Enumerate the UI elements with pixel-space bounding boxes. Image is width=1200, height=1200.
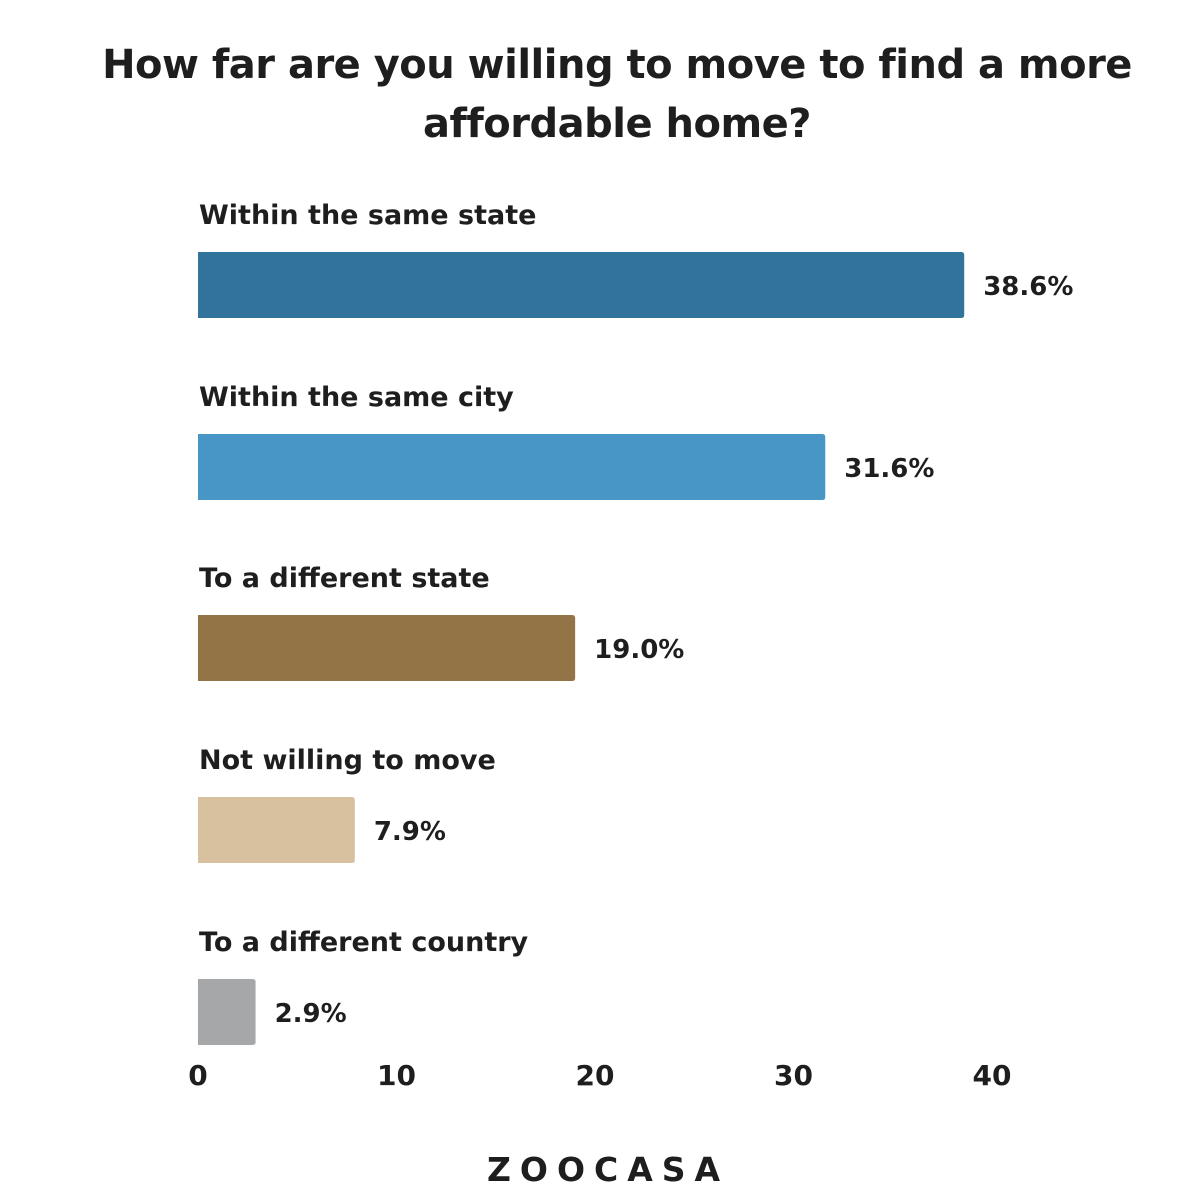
x-tick-label: 40 (973, 1059, 1012, 1092)
bar (198, 797, 355, 863)
chart-title: How far are you willing to move to find … (102, 42, 1132, 147)
data-label: 31.6% (844, 454, 934, 484)
x-tick-label: 30 (774, 1059, 813, 1092)
category-label: To a different state (199, 563, 490, 594)
data-label: 38.6% (983, 272, 1073, 302)
bar (198, 979, 256, 1045)
x-tick-label: 0 (188, 1059, 207, 1092)
category-label: Not willing to move (199, 745, 496, 776)
data-label: 2.9% (275, 999, 347, 1029)
data-label: 7.9% (374, 817, 446, 847)
category-label: Within the same city (199, 382, 514, 413)
bar (198, 434, 826, 500)
zoocasa-logo: ZOOCASA (487, 1150, 730, 1189)
data-label: 19.0% (594, 635, 684, 665)
bar (198, 615, 576, 681)
x-tick-label: 10 (377, 1059, 416, 1092)
category-label: To a different country (199, 927, 529, 958)
x-tick-label: 20 (576, 1059, 615, 1092)
bar (198, 252, 965, 318)
category-label: Within the same state (199, 200, 536, 231)
